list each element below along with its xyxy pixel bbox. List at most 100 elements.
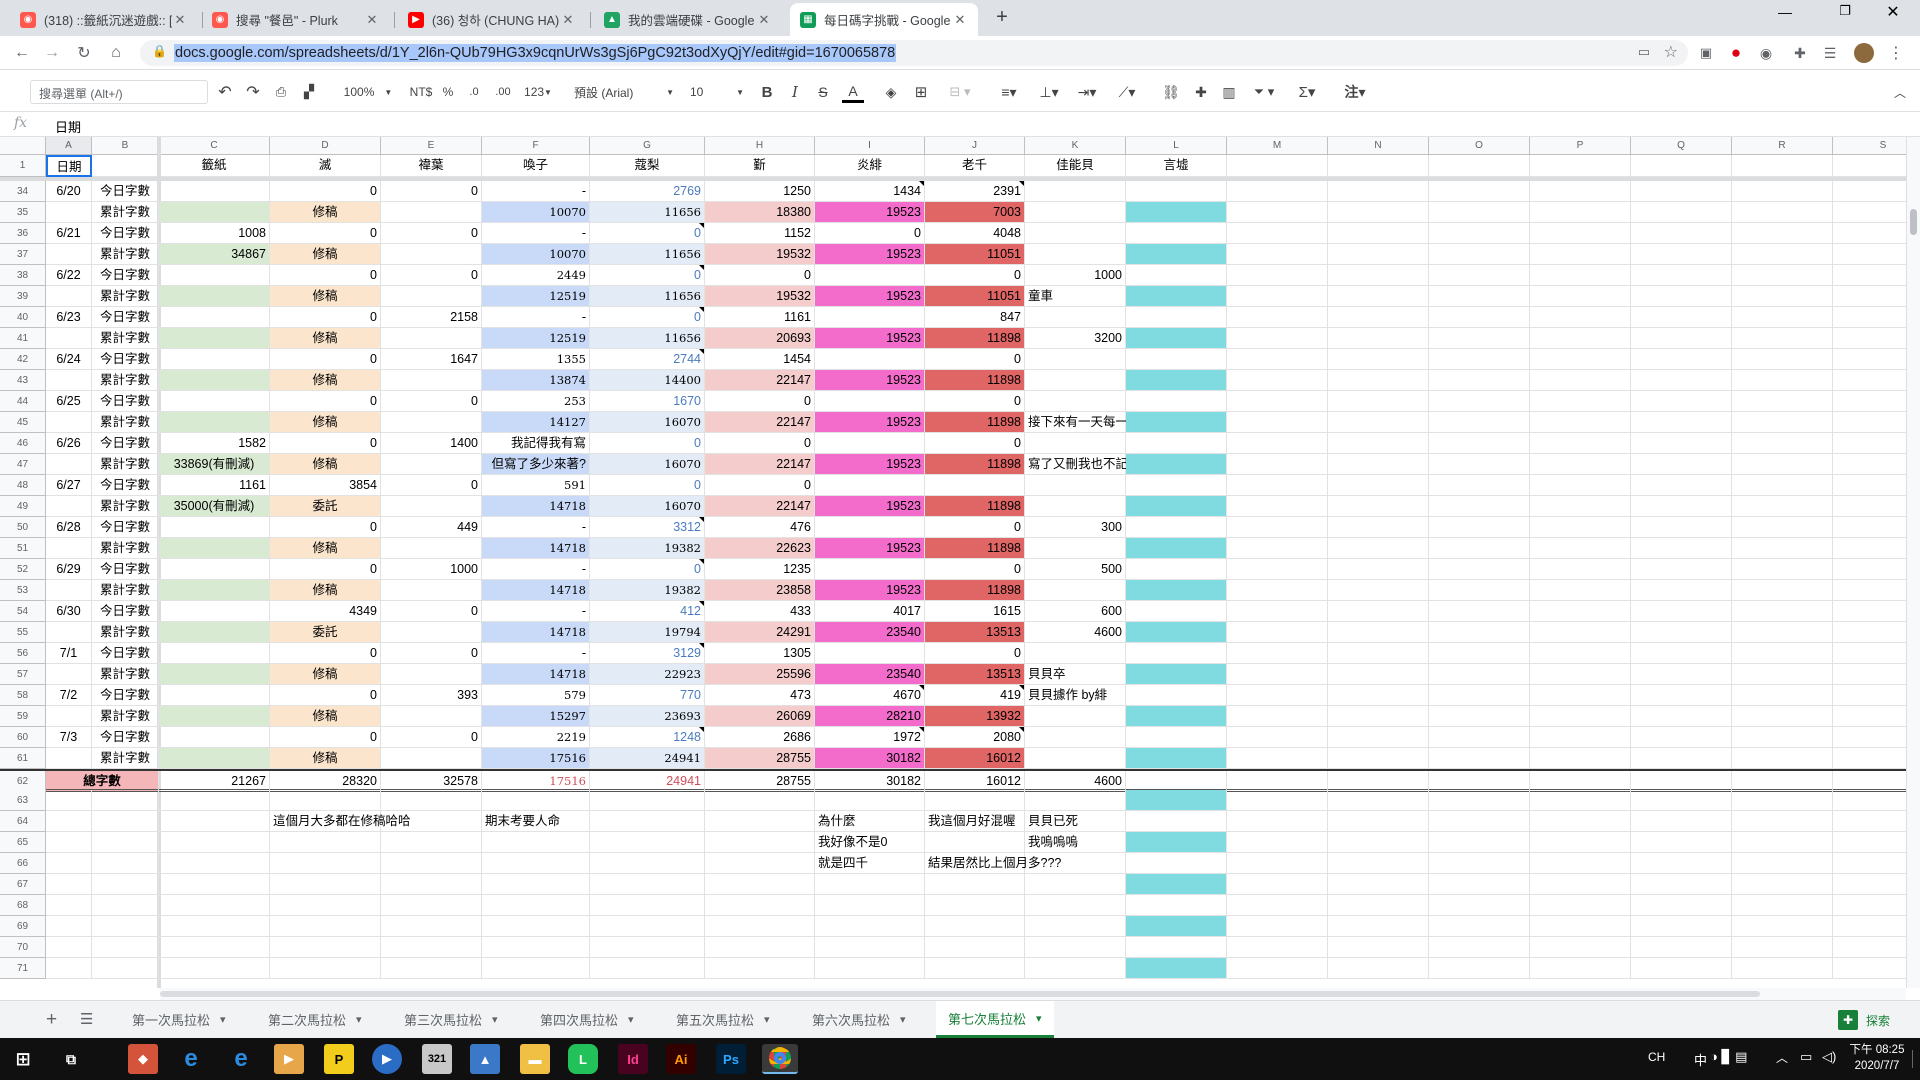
cell-g[interactable]: 3312 [590, 517, 705, 538]
cell-k[interactable] [1025, 706, 1126, 727]
cell-i[interactable] [815, 559, 925, 580]
row-header[interactable]: 47 [0, 454, 46, 475]
column-header[interactable]: G [590, 137, 705, 155]
cell[interactable] [1833, 622, 1906, 643]
cell-j[interactable] [925, 937, 1025, 958]
row-header[interactable]: 71 [0, 958, 46, 979]
cell[interactable] [1429, 181, 1530, 202]
cell[interactable] [1732, 244, 1833, 265]
cell-k[interactable] [1025, 790, 1126, 811]
extension-icon[interactable]: ◉ [1759, 44, 1773, 61]
cell-i[interactable]: 19523 [815, 286, 925, 307]
cell-a[interactable]: 6/24 [46, 349, 92, 370]
cell[interactable] [1328, 454, 1429, 475]
cell-a[interactable] [46, 286, 92, 307]
cell-l[interactable] [1126, 454, 1227, 475]
cell-h[interactable]: 19532 [705, 244, 815, 265]
cell-i[interactable]: 19523 [815, 202, 925, 223]
cell-e[interactable]: 0 [381, 475, 482, 496]
cell[interactable] [1631, 412, 1732, 433]
menu-search-input[interactable]: 搜尋選單 (Alt+/) [30, 80, 208, 104]
cell[interactable] [1530, 433, 1631, 454]
print-icon[interactable]: ⎙ [275, 84, 287, 99]
cell[interactable] [1328, 559, 1429, 580]
cell[interactable] [1227, 874, 1328, 895]
row-header[interactable]: 64 [0, 811, 46, 832]
bold-icon[interactable]: B [761, 83, 773, 101]
cell-b[interactable]: 累計字數 [92, 202, 159, 223]
cell-b[interactable]: 累計字數 [92, 454, 159, 475]
task-view-icon[interactable]: ⧉ [66, 1050, 76, 1067]
close-window-button[interactable]: ✕ [1886, 4, 1900, 21]
cell[interactable] [1631, 155, 1732, 177]
cell-d[interactable]: 修稿 [270, 706, 381, 727]
potplayer-icon[interactable]: P [324, 1044, 354, 1074]
cell[interactable] [1833, 916, 1906, 937]
cell[interactable] [1530, 601, 1631, 622]
cell[interactable] [1429, 223, 1530, 244]
cell-c[interactable] [159, 538, 270, 559]
cell[interactable] [1530, 181, 1631, 202]
cell-j[interactable]: 11898 [925, 370, 1025, 391]
header-cell[interactable]: 喚子 [482, 155, 590, 177]
cell[interactable] [1732, 622, 1833, 643]
cell[interactable] [1631, 664, 1732, 685]
cell-d[interactable]: 0 [270, 265, 381, 286]
cell[interactable] [1732, 391, 1833, 412]
cell-b[interactable]: 今日字數 [92, 475, 159, 496]
cell[interactable] [1429, 958, 1530, 979]
undo-icon[interactable]: ↶ [218, 84, 232, 101]
cell-k[interactable]: 1000 [1025, 265, 1126, 286]
cell-c[interactable]: 33869(有刪減) [159, 454, 270, 475]
tray-icons[interactable]: ◑ ▊ ▤ [1710, 1049, 1748, 1064]
cell-d[interactable] [270, 916, 381, 937]
cell[interactable] [1530, 748, 1631, 769]
cell-i[interactable]: 1972 [815, 727, 925, 748]
chevron-down-icon[interactable]: ▾ [220, 1014, 226, 1026]
cell-i[interactable]: 30182 [815, 748, 925, 769]
cell-c[interactable] [159, 307, 270, 328]
column-header[interactable]: R [1732, 137, 1833, 155]
language-indicator[interactable]: CH [1648, 1050, 1666, 1064]
cell-f[interactable]: 15297 [482, 706, 590, 727]
cell[interactable] [1328, 601, 1429, 622]
app-icon[interactable]: ◆ [128, 1044, 158, 1074]
cell-d[interactable]: 修稿 [270, 664, 381, 685]
cell-b[interactable]: 今日字數 [92, 307, 159, 328]
cell-d[interactable]: 0 [270, 391, 381, 412]
cell-e[interactable] [381, 202, 482, 223]
cell[interactable] [1328, 706, 1429, 727]
cell-e[interactable]: 0 [381, 643, 482, 664]
comment-marker-icon[interactable] [699, 265, 704, 270]
cell-c[interactable] [159, 328, 270, 349]
column-header[interactable]: H [705, 137, 815, 155]
cell-g[interactable] [590, 853, 705, 874]
cell[interactable] [1631, 643, 1732, 664]
cell-k[interactable] [1025, 727, 1126, 748]
close-icon[interactable]: ✕ [174, 11, 186, 27]
cell-a[interactable]: 6/27 [46, 475, 92, 496]
cell-j[interactable]: 11898 [925, 496, 1025, 517]
cell-e[interactable] [381, 328, 482, 349]
cell-c[interactable] [159, 790, 270, 811]
cell[interactable] [1328, 202, 1429, 223]
cell[interactable] [1732, 790, 1833, 811]
cell-f[interactable] [482, 790, 590, 811]
cell[interactable] [1227, 155, 1328, 177]
cell[interactable] [1631, 391, 1732, 412]
row-header[interactable]: 50 [0, 517, 46, 538]
cell-a[interactable]: 6/28 [46, 517, 92, 538]
cell-c[interactable] [159, 748, 270, 769]
cell-b[interactable]: 累計字數 [92, 286, 159, 307]
cell-l[interactable] [1126, 937, 1227, 958]
row-header[interactable]: 58 [0, 685, 46, 706]
cell-g[interactable]: 0 [590, 475, 705, 496]
cell[interactable] [1631, 181, 1732, 202]
cell[interactable] [1732, 664, 1833, 685]
cell[interactable] [1429, 412, 1530, 433]
cell-j[interactable] [925, 895, 1025, 916]
row-header[interactable]: 63 [0, 790, 46, 811]
cell[interactable] [1732, 643, 1833, 664]
cell[interactable] [1530, 286, 1631, 307]
vertical-scrollbar[interactable] [1906, 137, 1920, 988]
